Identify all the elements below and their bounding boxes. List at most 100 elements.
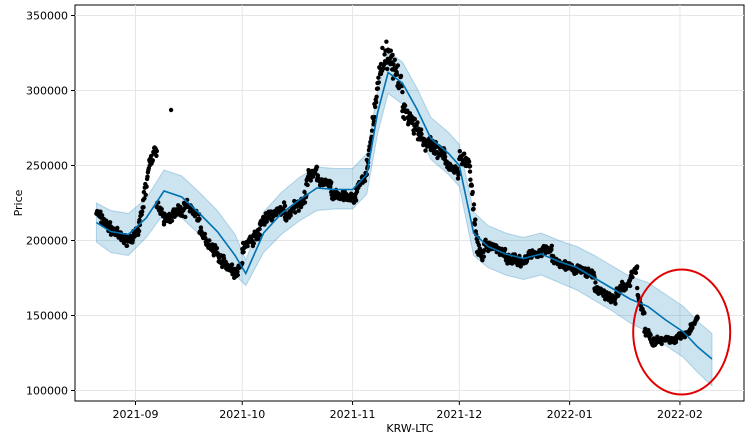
- observed-point: [159, 206, 164, 212]
- observed-point: [124, 243, 130, 248]
- observed-point: [362, 178, 368, 184]
- observed-point: [183, 214, 188, 220]
- observed-point: [115, 225, 120, 231]
- observed-point: [412, 116, 417, 122]
- observed-point: [375, 86, 381, 91]
- observed-point: [471, 202, 477, 207]
- observed-point: [168, 107, 174, 113]
- observed-point: [235, 269, 240, 274]
- observed-point: [98, 209, 103, 214]
- y-tick-label: 150000: [26, 310, 68, 323]
- observed-point: [471, 206, 476, 212]
- observed-point: [593, 280, 598, 285]
- forecast-line: [95, 71, 713, 360]
- observed-point: [481, 254, 486, 259]
- y-tick-label: 250000: [26, 160, 68, 173]
- observed-point: [257, 232, 263, 238]
- y-tick-label: 350000: [26, 10, 68, 23]
- observed-point: [302, 200, 308, 205]
- observed-point: [353, 198, 359, 203]
- observed-point: [442, 154, 448, 159]
- observed-point: [315, 173, 321, 178]
- observed-point: [480, 258, 485, 263]
- observed-point: [613, 301, 618, 306]
- observed-point: [141, 205, 146, 210]
- observed-point: [442, 151, 447, 156]
- observed-point: [293, 210, 298, 215]
- observed-point: [140, 209, 145, 214]
- observed-point: [142, 196, 147, 201]
- observed-point: [374, 94, 379, 100]
- observed-point: [314, 164, 320, 170]
- observed-point: [467, 164, 473, 169]
- observed-point: [369, 128, 375, 133]
- observed-point: [130, 237, 135, 243]
- observed-point: [305, 182, 310, 188]
- observed-point: [282, 203, 288, 208]
- x-tick-label: 2021-12: [436, 408, 482, 421]
- observed-point: [392, 57, 397, 62]
- observed-point: [419, 131, 424, 137]
- observed-point: [642, 310, 647, 316]
- x-tick-label: 2022-01: [547, 408, 593, 421]
- observed-point: [296, 208, 301, 213]
- observed-point: [373, 104, 378, 110]
- observed-point: [659, 341, 664, 347]
- observed-point: [143, 192, 148, 197]
- observed-point: [376, 80, 381, 85]
- observed-point: [288, 213, 293, 218]
- observed-point: [214, 246, 220, 251]
- observed-point: [469, 183, 474, 188]
- observed-point: [391, 61, 396, 67]
- observed-point: [161, 222, 167, 227]
- observed-point: [150, 158, 155, 163]
- observed-point: [264, 219, 269, 224]
- x-axis-ticks: 2021-09 2021-10 2021-11 2021-12 2022-01 2022-…: [113, 401, 703, 421]
- observed-point: [457, 149, 462, 154]
- observed-point: [398, 73, 404, 79]
- observed-point: [257, 226, 262, 232]
- observed-point: [549, 243, 554, 248]
- observed-point: [400, 89, 405, 95]
- observed-point: [380, 45, 385, 51]
- observed-point: [154, 148, 159, 154]
- observed-point: [467, 169, 473, 174]
- observed-point: [635, 285, 640, 291]
- observed-point: [284, 218, 289, 223]
- observed-point: [549, 247, 554, 252]
- observed-point: [221, 256, 227, 261]
- observed-point: [462, 151, 467, 156]
- observed-point: [136, 228, 142, 234]
- observed-point: [302, 189, 307, 195]
- observed-point: [402, 103, 408, 108]
- observed-point: [476, 242, 482, 248]
- observed-point: [502, 246, 508, 252]
- x-tick-label: 2022-02: [657, 408, 703, 421]
- observed-point: [169, 218, 175, 223]
- observed-point: [229, 262, 235, 267]
- observed-point: [695, 315, 700, 321]
- y-tick-label: 100000: [26, 385, 68, 398]
- observed-point: [207, 238, 212, 243]
- observed-point: [415, 120, 420, 125]
- observed-point: [245, 244, 250, 249]
- observed-point: [633, 270, 639, 275]
- observed-point: [468, 177, 473, 182]
- observed-point: [395, 63, 401, 68]
- y-axis-ticks: 100000 150000 200000 250000 300000 350000: [26, 10, 75, 398]
- x-tick-label: 2021-10: [219, 408, 265, 421]
- observed-point: [482, 248, 487, 253]
- observed-point: [376, 75, 381, 80]
- observed-point: [144, 184, 149, 189]
- observed-point: [329, 180, 334, 185]
- annotation-circle: [632, 268, 732, 396]
- observed-point: [371, 119, 377, 124]
- observed-point: [470, 189, 475, 195]
- observed-point: [411, 131, 417, 136]
- observed-point: [483, 237, 488, 242]
- observed-point: [198, 225, 204, 230]
- observed-point: [373, 100, 379, 105]
- observed-point: [385, 66, 390, 72]
- y-axis-label: Price: [12, 189, 25, 216]
